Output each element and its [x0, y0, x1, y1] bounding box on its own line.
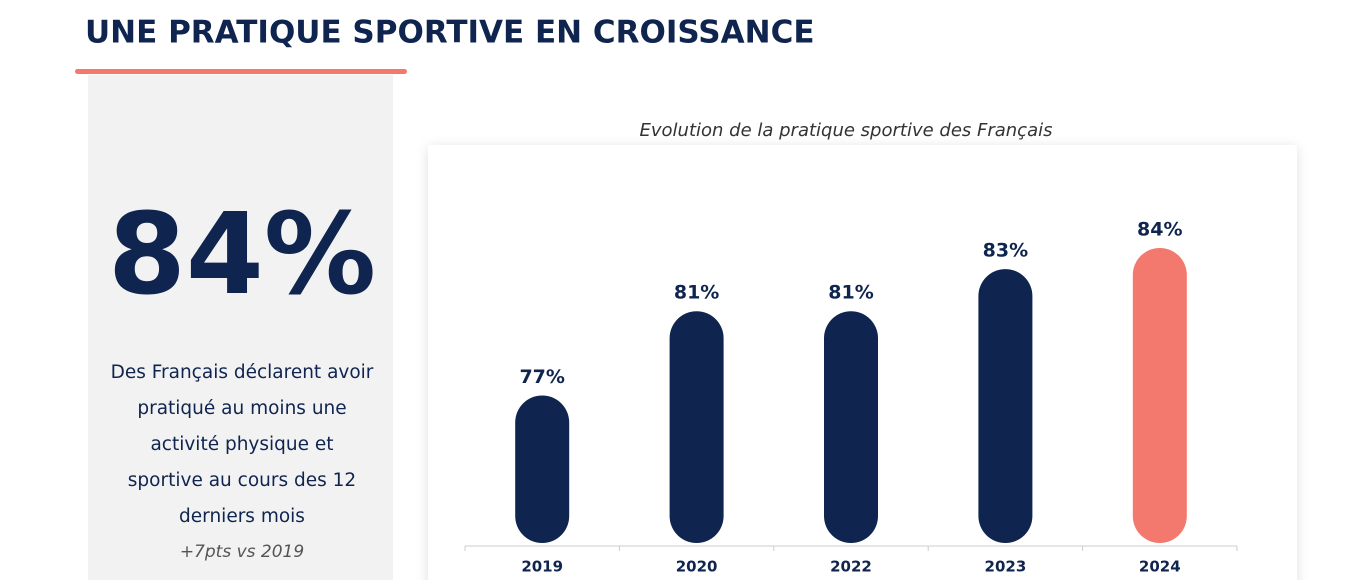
- data-label: 83%: [983, 240, 1028, 262]
- description-line: sportive au cours des 12: [128, 470, 356, 491]
- description-line: Des Français déclarent avoir: [111, 362, 374, 383]
- data-label: 77%: [519, 366, 564, 388]
- x-tick-label: 2020: [676, 558, 718, 576]
- description-line: derniers mois: [179, 506, 305, 527]
- x-tick-label: 2022: [830, 558, 872, 576]
- big-stat: 84%: [108, 190, 376, 320]
- page-title: UNE PRATIQUE SPORTIVE EN CROISSANCE: [85, 15, 815, 51]
- bar: [669, 311, 724, 543]
- bar: [515, 395, 570, 543]
- sidebar-panel: [88, 75, 393, 580]
- bar: [824, 311, 878, 543]
- data-label: 84%: [1137, 219, 1182, 241]
- title-underline: [75, 69, 407, 74]
- x-tick-label: 2019: [521, 558, 563, 576]
- data-label: 81%: [828, 282, 873, 304]
- bar: [1132, 248, 1187, 543]
- x-tick-label: 2024: [1139, 558, 1181, 576]
- data-label: 81%: [674, 282, 719, 304]
- note: +7pts vs 2019: [180, 542, 304, 562]
- description-line: activité physique et: [150, 434, 333, 455]
- chart-title: Evolution de la pratique sportive des Fr…: [640, 120, 1053, 141]
- description: Des Français déclarent avoir pratiqué au …: [111, 362, 374, 527]
- x-tick-label: 2023: [985, 558, 1027, 576]
- bar: [978, 269, 1033, 543]
- description-line: pratiqué au moins une: [137, 398, 346, 419]
